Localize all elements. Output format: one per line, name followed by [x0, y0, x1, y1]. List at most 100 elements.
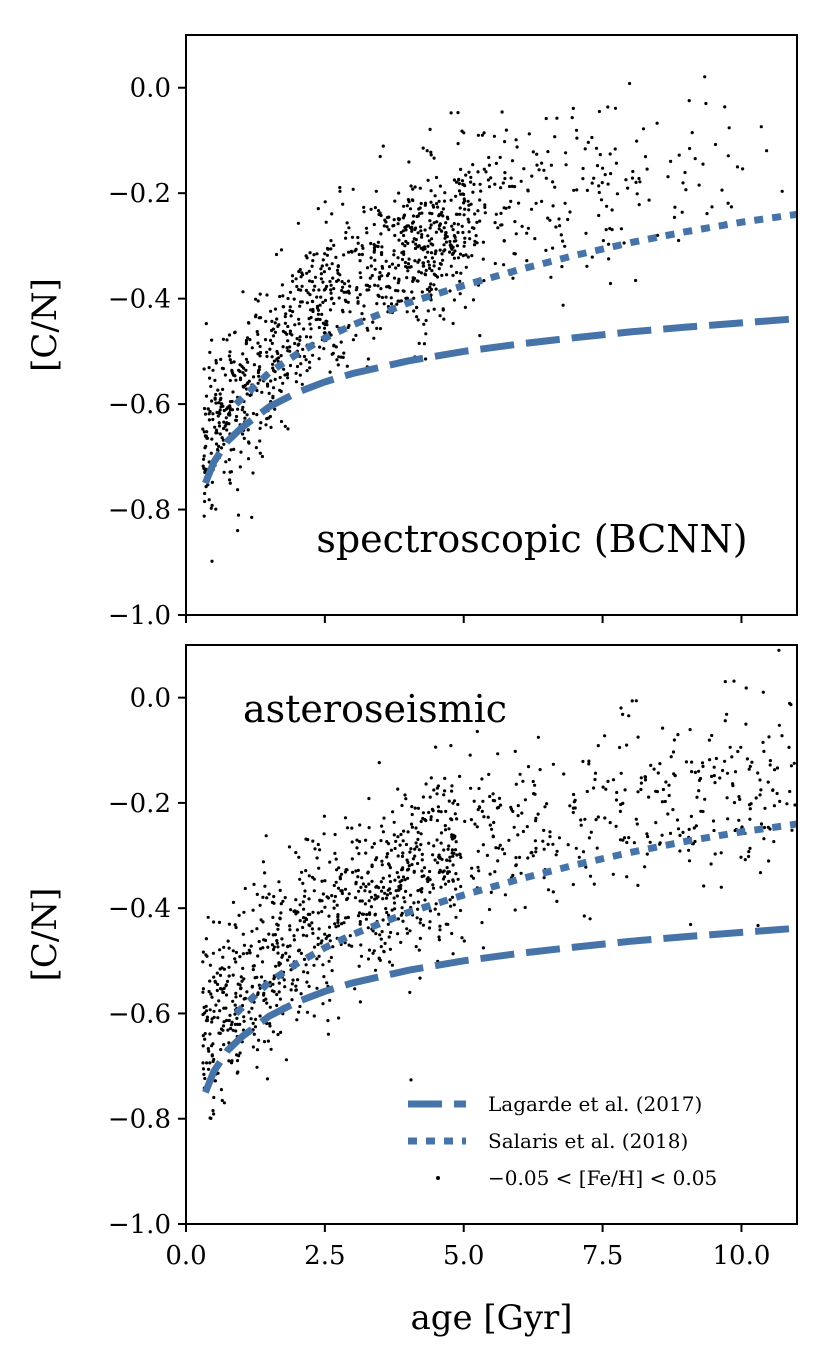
data-point [328, 939, 332, 943]
data-point [471, 298, 476, 302]
data-point [654, 821, 658, 825]
data-point [329, 239, 333, 243]
y-tick-label: 0.0 [130, 684, 171, 714]
data-point [544, 176, 548, 180]
data-point [345, 221, 349, 225]
data-point [452, 298, 456, 302]
data-point [278, 294, 282, 299]
data-point [551, 180, 555, 184]
data-point [441, 258, 445, 262]
data-point [283, 424, 287, 428]
data-point [611, 778, 616, 782]
data-point [748, 764, 752, 769]
data-point [339, 355, 343, 359]
data-point [412, 309, 416, 313]
data-point [519, 179, 523, 183]
data-point [442, 848, 446, 852]
panel-asteroseismic: 0.0−0.2−0.4−0.6−0.8−1.00.0 2.5 5.0 7.5 10.0[… [25, 644, 798, 1338]
data-point [294, 380, 298, 384]
data-point [235, 1071, 239, 1075]
data-point [681, 181, 685, 185]
data-point [560, 265, 564, 269]
data-point [384, 295, 388, 299]
data-point [739, 855, 743, 859]
data-point [347, 323, 351, 328]
data-point [406, 198, 410, 202]
data-point [385, 840, 389, 844]
data-point [369, 241, 373, 246]
data-point [467, 230, 471, 234]
data-point [367, 899, 371, 903]
data-point [542, 876, 546, 880]
data-point [386, 913, 391, 917]
data-point [353, 896, 358, 900]
data-point [537, 168, 541, 172]
data-point [318, 848, 322, 852]
data-point [456, 111, 460, 115]
data-point [507, 838, 511, 842]
data-point [221, 1028, 225, 1032]
data-point [718, 776, 722, 780]
data-point [509, 807, 514, 811]
data-point [218, 1009, 222, 1013]
data-point [381, 885, 386, 890]
data-point [281, 294, 285, 298]
data-point [463, 236, 467, 240]
data-point [394, 839, 398, 844]
data-point [503, 893, 507, 897]
data-point [392, 901, 397, 905]
data-point [514, 856, 518, 860]
data-point [462, 213, 466, 217]
data-point [474, 234, 478, 238]
data-point [561, 303, 565, 307]
data-point [733, 770, 738, 774]
data-point [214, 358, 218, 363]
data-point [526, 765, 531, 769]
data-point [359, 275, 363, 280]
data-point [534, 201, 538, 205]
data-point [396, 917, 400, 921]
data-point [489, 176, 493, 180]
data-point [278, 997, 282, 1001]
data-point [494, 212, 498, 216]
data-point [704, 101, 708, 106]
data-point [271, 1030, 275, 1034]
data-point [426, 234, 430, 238]
data-point [438, 213, 442, 217]
data-point [447, 827, 451, 831]
data-point [249, 944, 253, 948]
data-point [773, 768, 777, 772]
data-point [308, 924, 312, 928]
data-point [687, 848, 691, 852]
data-point [690, 760, 694, 764]
data-point [462, 131, 466, 135]
data-point [367, 882, 371, 886]
data-point [296, 221, 300, 225]
data-point [452, 178, 456, 182]
data-point [234, 418, 238, 422]
data-point [411, 857, 416, 861]
data-point [772, 804, 777, 808]
data-point [378, 933, 382, 937]
data-point [262, 991, 266, 996]
data-point [225, 1018, 229, 1023]
data-point [248, 338, 252, 342]
data-point [265, 350, 269, 354]
data-point [463, 240, 467, 244]
data-point [553, 185, 557, 189]
data-point [463, 819, 467, 824]
data-point [227, 411, 232, 415]
data-point [420, 890, 424, 894]
data-point [208, 979, 212, 983]
data-point [358, 823, 362, 827]
data-point [449, 198, 453, 202]
data-point [601, 166, 605, 170]
data-point [402, 829, 406, 833]
data-point [427, 263, 431, 267]
data-point [374, 189, 378, 193]
data-point [566, 843, 570, 847]
data-point [551, 204, 555, 208]
data-point [601, 239, 606, 243]
data-point [431, 809, 435, 813]
data-point [397, 885, 401, 889]
